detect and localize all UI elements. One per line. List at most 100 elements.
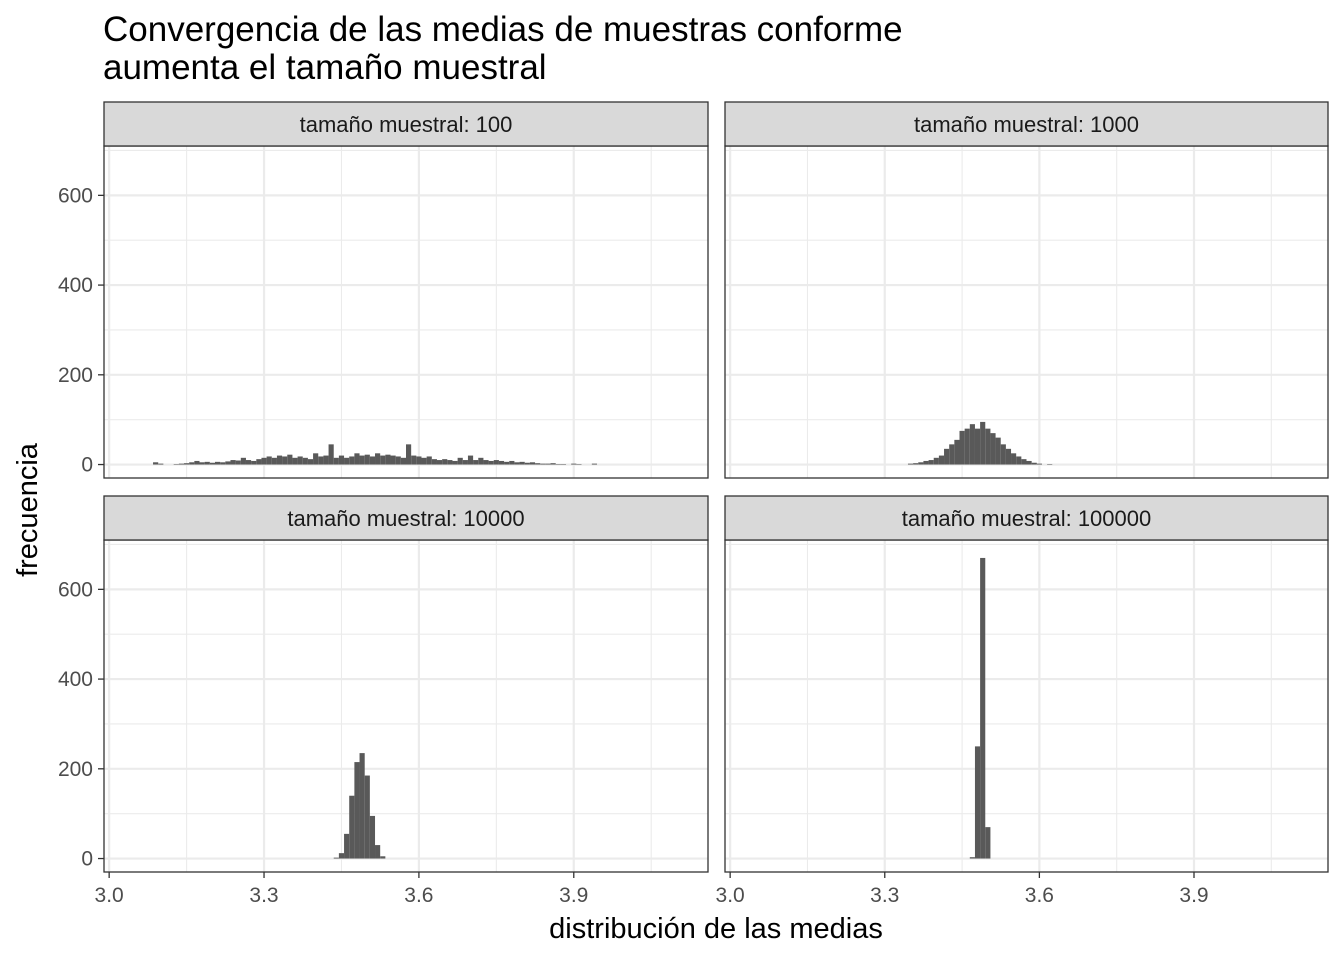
y-tick-label: 400: [58, 668, 93, 691]
histogram-bar: [406, 444, 412, 465]
histogram-bar: [1021, 459, 1027, 465]
histogram-bar: [344, 457, 350, 465]
histogram-bar: [483, 460, 489, 465]
facet-strip-label: tamaño muestral: 100: [300, 112, 513, 137]
x-tick-label: 3.6: [404, 884, 433, 907]
histogram-bar: [576, 464, 582, 465]
histogram-bar: [964, 428, 970, 465]
histogram-bar: [287, 454, 293, 465]
histogram-bar: [220, 462, 226, 465]
histogram-bar: [928, 460, 934, 465]
histogram-bar: [514, 462, 520, 465]
x-axis-label: distribución de las medias: [549, 913, 883, 945]
histogram-bar: [245, 460, 252, 465]
histogram-bar: [282, 456, 288, 465]
histogram-bar: [457, 457, 463, 465]
histogram-bar: [375, 845, 381, 859]
histogram-bar: [954, 439, 960, 465]
histogram-bar: [974, 746, 981, 859]
histogram-bar: [524, 462, 530, 465]
histogram-bar: [944, 448, 950, 465]
histogram-bar: [447, 460, 453, 465]
histogram-bar: [235, 460, 241, 465]
histogram-bar: [555, 464, 561, 465]
histogram-bar: [560, 464, 567, 465]
facet-panel-4: tamaño muestral: 100000 3.0 3.3 3.6 3.9: [716, 495, 1329, 907]
panel-background: [725, 146, 1328, 478]
histogram-bar: [251, 460, 257, 465]
histogram-bar: [328, 444, 334, 465]
y-axis-label: frecuencia: [12, 442, 44, 577]
y-tick-label: 400: [58, 274, 93, 297]
histogram-bar: [344, 833, 350, 859]
histogram-bar: [969, 424, 975, 465]
histogram-bar: [985, 428, 991, 465]
histogram-bar: [364, 454, 370, 465]
histogram-bar: [504, 461, 510, 465]
histogram-bar: [189, 462, 195, 465]
histogram-bar: [462, 460, 468, 465]
y-tick-label: 0: [81, 848, 93, 871]
histogram-bar: [1005, 448, 1012, 465]
chart-title-line2: aumenta el tamaño muestral: [103, 48, 547, 87]
x-tick-label: 3.6: [1025, 884, 1054, 907]
histogram-bar: [230, 460, 236, 465]
histogram-bar: [431, 459, 437, 465]
histogram-bar: [375, 453, 381, 465]
facet-strip: [103, 495, 709, 541]
histogram-bar: [369, 815, 376, 859]
histogram-bar: [493, 460, 499, 465]
y-tick-label: 600: [58, 184, 93, 207]
histogram-bar: [261, 457, 267, 465]
histogram-bar: [923, 460, 929, 465]
panel-background: [725, 540, 1328, 872]
panel-background: [104, 540, 708, 872]
histogram-bar: [1026, 460, 1032, 465]
histogram-bar: [302, 457, 308, 465]
facet-strip: [724, 101, 1329, 147]
histogram-bar: [364, 775, 370, 859]
histogram-bar: [318, 456, 324, 465]
histogram-bar: [1031, 462, 1037, 465]
y-tick-label: 200: [58, 758, 93, 781]
histogram-bar: [395, 456, 401, 465]
histogram-bar: [918, 462, 924, 465]
y-tick-label: 0: [81, 454, 93, 477]
histogram-bar: [266, 456, 272, 465]
histogram-bar: [540, 463, 546, 465]
x-tick-label: 3.0: [95, 884, 124, 907]
histogram-bar: [436, 460, 443, 465]
facet-panel-3: tamaño muestral: 10000 0 200 400 600 3.0 3.3 3.…: [58, 495, 709, 907]
histogram-bar: [591, 463, 598, 465]
histogram-bar: [907, 463, 914, 465]
histogram-bar: [550, 463, 556, 465]
histogram-bar: [359, 753, 365, 859]
histogram-bar: [214, 461, 221, 465]
x-tick-label: 3.0: [716, 884, 745, 907]
histogram-bar: [380, 455, 386, 465]
x-tick-label: 3.3: [249, 884, 278, 907]
histogram-bar: [467, 455, 474, 465]
histogram-bar: [194, 460, 200, 465]
histogram-bar: [199, 462, 205, 465]
y-tick-label: 200: [58, 364, 93, 387]
histogram-bar: [338, 853, 345, 859]
histogram-bar: [292, 457, 298, 465]
histogram-bar: [307, 459, 314, 465]
histogram-bar: [990, 433, 996, 465]
histogram-bar: [271, 457, 277, 465]
histogram-bar: [354, 762, 360, 859]
histogram-bar: [209, 462, 215, 465]
x-tick-label: 3.9: [559, 884, 588, 907]
histogram-bar: [338, 455, 345, 465]
histogram-bar: [980, 557, 986, 859]
histogram-bar: [509, 460, 515, 465]
histogram-bar: [488, 460, 494, 465]
chart-title-line1: Convergencia de las medias de muestras c…: [103, 10, 903, 49]
histogram-bar: [369, 456, 376, 465]
x-tick-label: 3.3: [870, 884, 899, 907]
histogram-bar: [1036, 463, 1042, 465]
histogram-bar: [333, 457, 339, 465]
histogram-bar: [411, 455, 417, 465]
